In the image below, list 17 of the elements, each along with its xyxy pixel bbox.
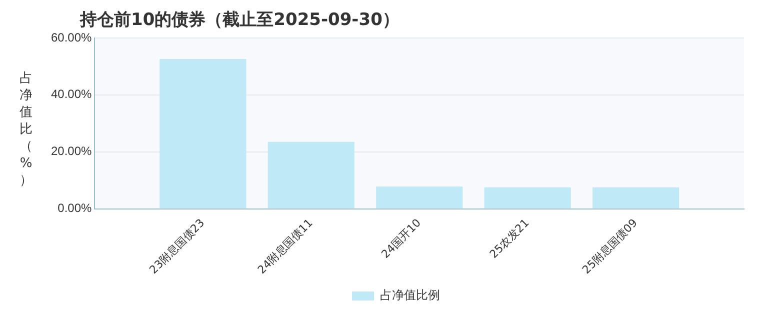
bar	[268, 142, 354, 208]
y-tick-label: 20.00%	[50, 144, 92, 158]
y-tick-label: 40.00%	[50, 87, 92, 102]
x-tick-label: 24附息国债11	[255, 216, 316, 276]
x-tick-label: 25农发21	[487, 216, 532, 261]
legend-label: 占净值比例	[380, 288, 440, 302]
y-tick-label: 0.00%	[58, 201, 92, 216]
bar	[376, 186, 463, 208]
chart-title: 持仓前10的债券（截止至2025-09-30）	[80, 9, 400, 31]
y-axis-title: 占净值比（%）	[18, 70, 34, 189]
x-tick-label: 25附息国债09	[580, 216, 640, 276]
x-tick-label: 24国开10	[378, 216, 424, 261]
bar	[160, 59, 246, 208]
y-tick-label: 60.00%	[50, 30, 92, 44]
bar	[484, 187, 571, 208]
bar	[592, 187, 680, 208]
x-tick-label: 23附息国债23	[146, 216, 208, 276]
